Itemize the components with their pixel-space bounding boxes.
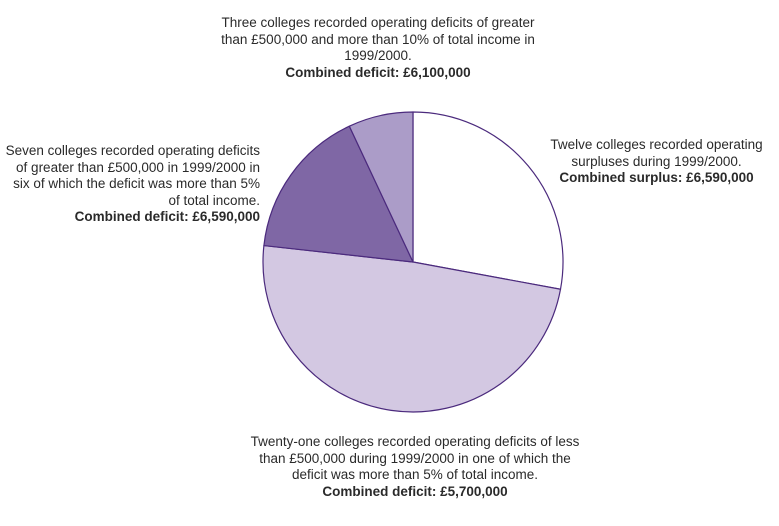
pie-slices	[262, 111, 564, 413]
slice-severe-deficit	[348, 111, 414, 263]
label-large-deficit-text: Seven colleges recorded operating defici…	[5, 143, 260, 208]
label-surplus-text: Twelve colleges recorded operating surpl…	[550, 137, 763, 169]
label-severe-deficit-text: Three colleges recorded operating defici…	[221, 15, 535, 63]
label-small-deficit-text: Twenty-one colleges recorded operating d…	[250, 434, 580, 482]
label-large-deficit: Seven colleges recorded operating defici…	[4, 143, 260, 226]
label-small-deficit-total: Combined deficit: £5,700,000	[322, 483, 508, 499]
label-surplus: Twelve colleges recorded operating surpl…	[534, 137, 779, 187]
label-surplus-total: Combined surplus: £6,590,000	[559, 170, 754, 185]
label-severe-deficit: Three colleges recorded operating defici…	[208, 15, 548, 81]
slice-surplus	[412, 111, 564, 290]
label-large-deficit-total: Combined deficit: £6,590,000	[74, 209, 260, 224]
label-small-deficit: Twenty-one colleges recorded operating d…	[240, 434, 590, 500]
slice-large-deficit	[263, 125, 414, 263]
label-severe-deficit-total: Combined deficit: £6,100,000	[285, 64, 471, 80]
slice-small-deficit	[262, 244, 562, 413]
